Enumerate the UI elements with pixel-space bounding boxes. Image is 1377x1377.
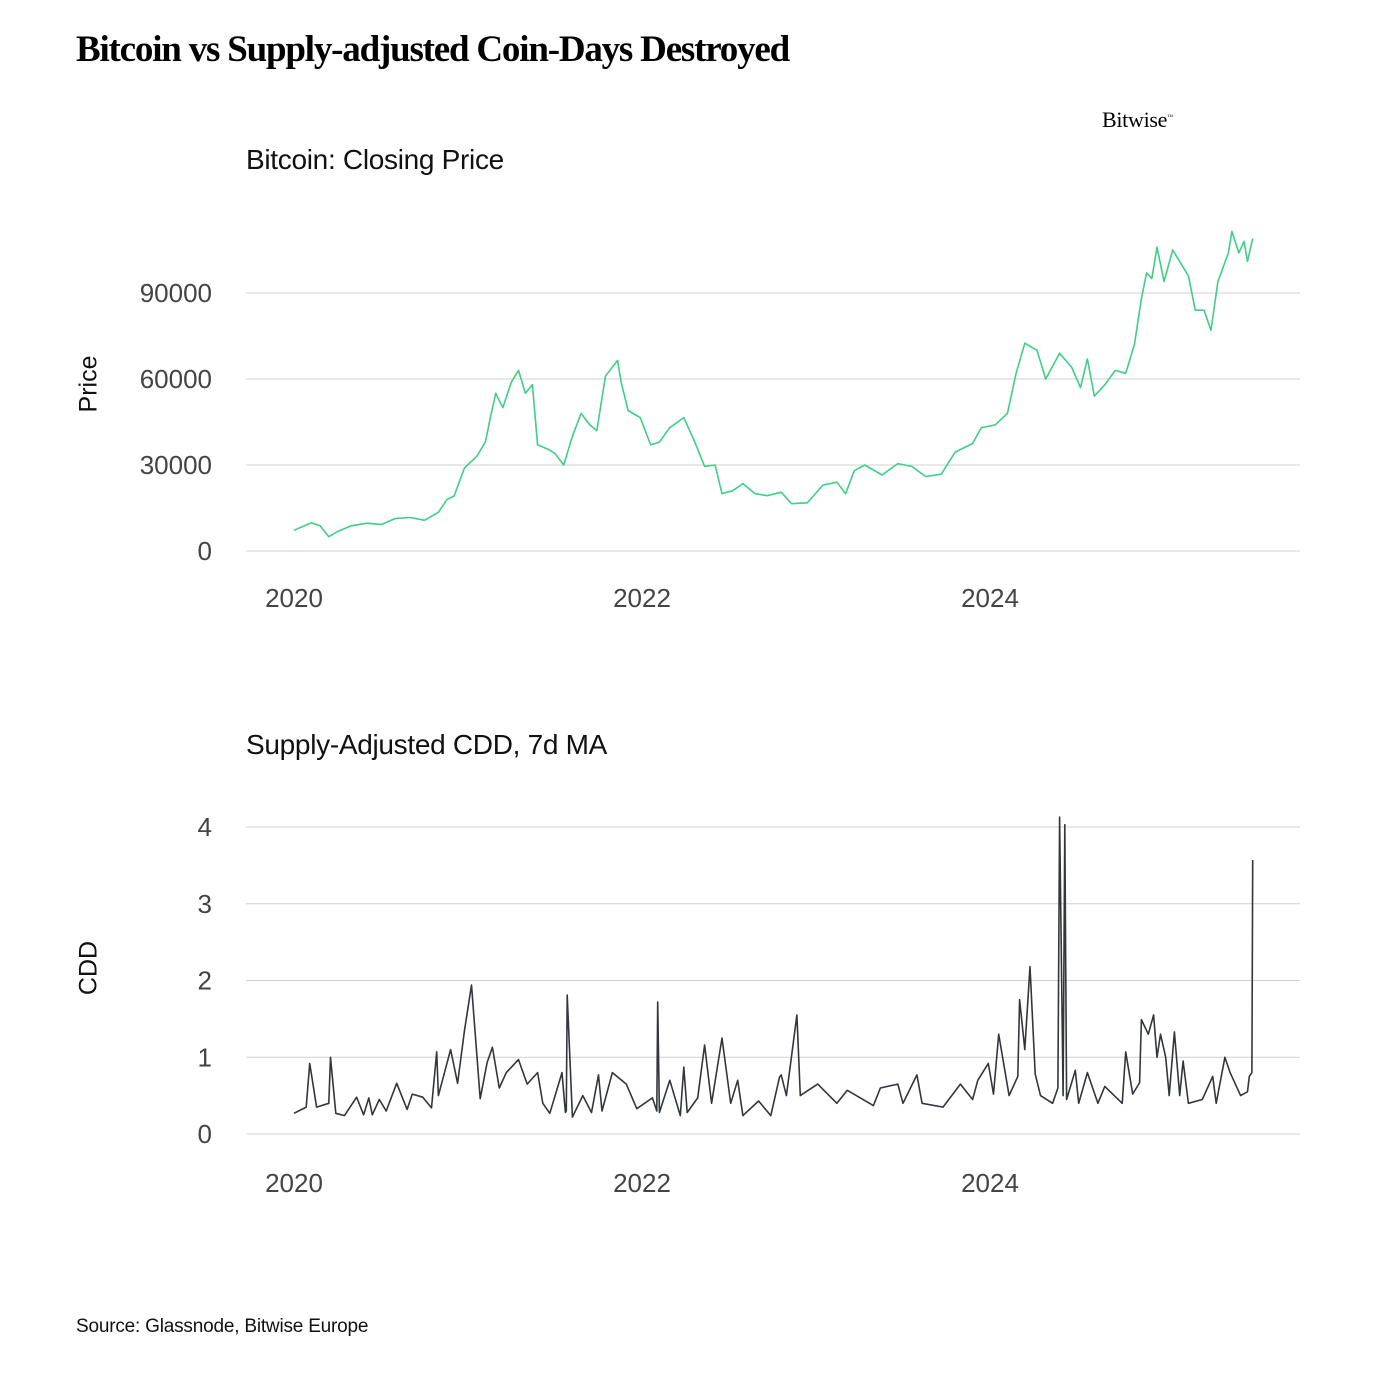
price-x-tick-label: 2024: [961, 583, 1019, 613]
cdd-x-tick-label: 2024: [961, 1168, 1019, 1198]
price-y-tick-label: 0: [198, 536, 212, 566]
cdd-chart-title: Supply-Adjusted CDD, 7d MA: [246, 729, 608, 760]
cdd-x-tick-label: 2020: [265, 1168, 323, 1198]
source-note: Source: Glassnode, Bitwise Europe: [76, 1316, 369, 1337]
cdd-y-tick-label: 0: [198, 1119, 212, 1149]
cdd-x-tick-label: 2022: [613, 1168, 671, 1198]
price-y-tick-label: 30000: [140, 450, 212, 480]
price-y-tick-label: 60000: [140, 364, 212, 394]
price-x-tick-label: 2022: [613, 583, 671, 613]
logo-text: Bitwise: [1102, 107, 1168, 132]
price-y-tick-label: 90000: [140, 278, 212, 308]
cdd-y-tick-label: 4: [198, 812, 212, 842]
price-series-line: [293, 230, 1254, 538]
price-x-tick-label: 2020: [265, 583, 323, 613]
cdd-y-tick-label: 2: [198, 966, 212, 996]
cdd-series-line: [293, 816, 1254, 1118]
chart-title: Bitcoin vs Supply-adjusted Coin-Days Des…: [76, 29, 790, 70]
bitwise-logo: Bitwise™: [1102, 107, 1173, 132]
cdd-y-tick-label: 3: [198, 889, 212, 919]
cdd-y-tick-label: 1: [198, 1042, 212, 1072]
price-chart-title: Bitcoin: Closing Price: [246, 144, 504, 175]
